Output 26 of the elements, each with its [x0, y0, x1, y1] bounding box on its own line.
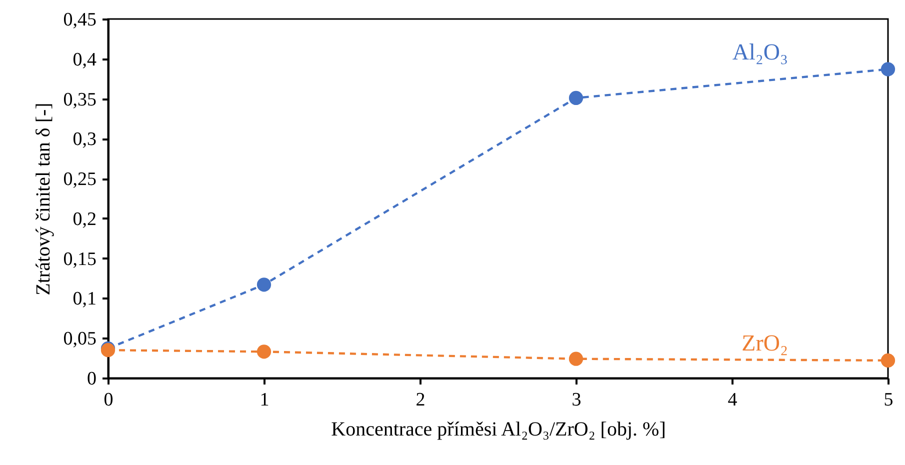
point — [256, 344, 272, 359]
x-axis-title: Koncentrace příměsi Al₂O₃/ZrO₂ [obj. %] — [331, 418, 666, 440]
y-tick-label: 0,05 — [63, 328, 96, 350]
point — [880, 353, 896, 368]
y-tick-label: 0 — [87, 368, 96, 390]
series-label: ZrO₂ — [742, 330, 788, 356]
y-tick-label: 0,45 — [63, 10, 96, 30]
point — [256, 278, 272, 292]
x-tick-label: 5 — [884, 390, 894, 410]
x-tick-label: 4 — [728, 390, 738, 410]
point — [568, 352, 584, 366]
y-tick-label: 0,3 — [72, 129, 96, 150]
x-tick-label: 1 — [260, 390, 270, 410]
y-tick-label: 0,35 — [63, 89, 96, 110]
point — [880, 62, 896, 76]
y-tick-label: 0,2 — [72, 208, 96, 230]
y-tick-label: 0,15 — [63, 248, 96, 270]
point — [568, 90, 584, 106]
x-tick-label: 2 — [416, 390, 426, 410]
series-label: Al₂O₃ — [732, 39, 788, 64]
y-tick-label: 0,25 — [63, 169, 96, 190]
x-tick-label: 0 — [104, 390, 114, 410]
x-tick-label: 3 — [572, 390, 582, 410]
y-tick-label: 0,4 — [72, 49, 97, 70]
y-axis-title: Ztrátový činitel tan δ [-] — [32, 102, 54, 296]
y-tick-label: 0,1 — [72, 288, 96, 310]
